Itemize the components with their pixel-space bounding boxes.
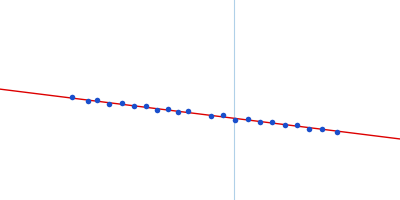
Point xyxy=(69,95,76,98)
Point xyxy=(282,124,288,127)
Point xyxy=(232,118,238,121)
Point xyxy=(220,114,226,117)
Point xyxy=(154,108,160,111)
Point xyxy=(208,115,214,118)
Point xyxy=(118,102,125,105)
Point xyxy=(306,128,312,131)
Point xyxy=(257,121,263,124)
Point xyxy=(334,130,340,134)
Point xyxy=(131,105,137,108)
Point xyxy=(175,110,182,113)
Point xyxy=(269,120,276,123)
Point xyxy=(84,99,91,102)
Point xyxy=(94,98,100,101)
Point xyxy=(164,108,171,111)
Point xyxy=(244,118,251,121)
Point xyxy=(294,124,300,127)
Point xyxy=(143,104,149,107)
Point xyxy=(106,102,112,106)
Point xyxy=(318,127,325,130)
Point xyxy=(184,110,191,113)
